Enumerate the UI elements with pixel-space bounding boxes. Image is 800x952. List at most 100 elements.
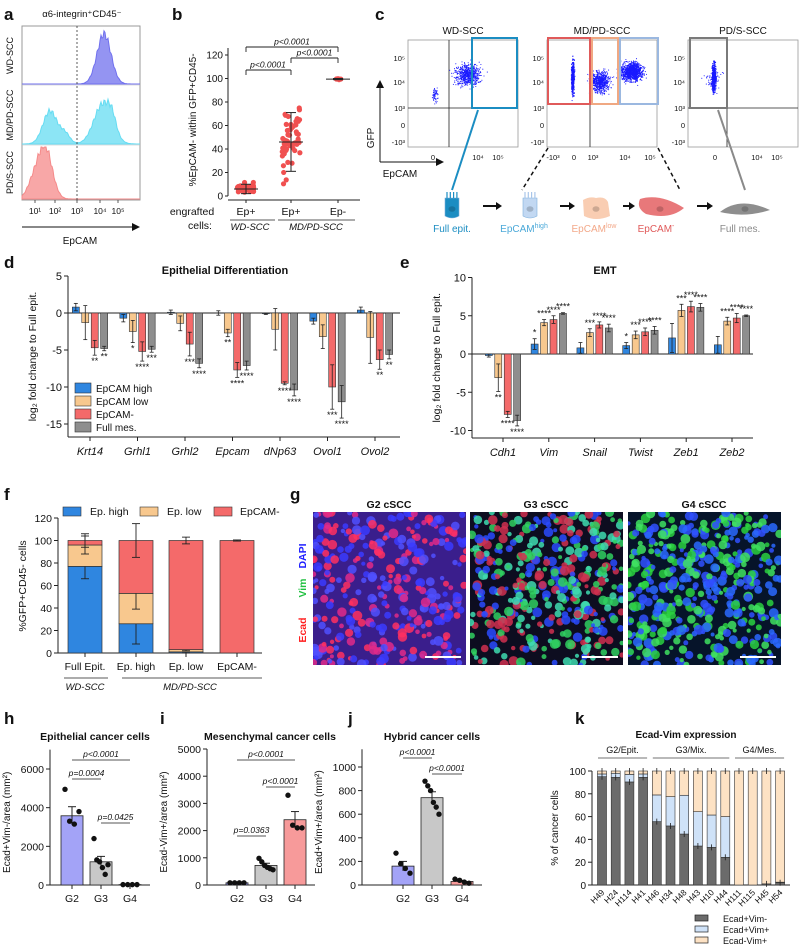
event-dot [606, 74, 608, 76]
event-dot [477, 68, 479, 70]
significance-stars: **** [684, 290, 699, 300]
stacked-bar-segment [219, 540, 255, 654]
event-dot [459, 77, 462, 79]
event-dot [612, 76, 614, 79]
event-dot [605, 85, 607, 87]
event-dot [601, 88, 603, 90]
event-dot [636, 69, 638, 71]
chart-title: EMT [593, 265, 617, 277]
event-dot [461, 67, 463, 69]
event-dot [477, 73, 479, 75]
category-label: Grhl2 [172, 446, 199, 458]
event-dot [630, 69, 632, 72]
data-point [235, 189, 241, 195]
cell-blob [397, 632, 408, 642]
cell-blob [397, 534, 407, 544]
event-dot [572, 82, 574, 84]
event-dot [632, 68, 634, 70]
cell-blob [452, 592, 463, 603]
event-dot [623, 72, 625, 74]
cell-state-label: EpCAMhigh [500, 223, 548, 235]
event-dot [710, 72, 712, 75]
event-dot [593, 74, 595, 76]
cell-blob [379, 575, 386, 582]
histogram-row-label: MD/PD-SCC [5, 89, 15, 140]
event-dot [468, 64, 470, 66]
cell-blob [329, 639, 335, 644]
event-dot [477, 71, 479, 73]
event-dot [639, 75, 641, 78]
event-dot [601, 94, 603, 96]
event-dot [641, 76, 643, 78]
event-dot [623, 81, 625, 83]
event-dot [599, 90, 601, 92]
significance-stars: **** [278, 386, 293, 396]
event-dot [713, 74, 715, 76]
event-dot [629, 77, 631, 79]
cell-blob [474, 524, 479, 529]
cell-blob [444, 537, 450, 543]
event-dot [635, 79, 638, 81]
event-dot [716, 73, 718, 75]
flow-plot-frame [407, 39, 519, 148]
event-dot [639, 69, 641, 71]
gate-epcam-low [591, 37, 619, 105]
event-dot [433, 99, 435, 102]
event-dot [475, 75, 477, 77]
bar [549, 319, 558, 355]
event-dot [715, 75, 717, 77]
event-dot [597, 90, 599, 92]
event-dot [594, 89, 596, 91]
flow-plot-frame [687, 39, 799, 148]
event-dot [628, 60, 630, 62]
significance-stars: **** [287, 397, 302, 407]
event-dot [706, 77, 708, 79]
event-dot [603, 88, 605, 90]
event-dot [631, 77, 633, 79]
y-tick-label: -10 [450, 426, 466, 438]
y-tick-label: -10³ [672, 138, 686, 147]
cell-state-label: EpCAM- [638, 223, 675, 235]
data-point [297, 150, 303, 156]
event-dot [714, 72, 716, 75]
event-dot [597, 83, 599, 85]
event-dot [629, 66, 632, 68]
cell-blob [589, 550, 598, 559]
event-dot [625, 78, 628, 80]
cell-blob [313, 597, 319, 605]
bar [696, 307, 705, 355]
event-dot [709, 83, 711, 85]
event-dot [610, 80, 612, 82]
event-dot [608, 93, 610, 95]
event-dot [640, 79, 642, 81]
bar [687, 306, 695, 355]
event-dot [474, 70, 476, 72]
event-dot [629, 72, 631, 75]
event-dot [627, 71, 629, 73]
event-dot [612, 84, 614, 86]
significance-stars: **** [739, 304, 754, 314]
cell-blob [386, 564, 395, 574]
event-dot [463, 74, 465, 76]
event-dot [598, 72, 601, 74]
event-dot [633, 61, 635, 63]
cell-blob [347, 564, 357, 574]
event-dot [610, 82, 612, 84]
event-dot [715, 65, 717, 67]
cell-blob [491, 602, 499, 610]
event-dot [462, 68, 464, 70]
event-dot [599, 77, 601, 79]
event-dot [621, 66, 623, 68]
event-dot [715, 82, 717, 84]
event-dot [600, 85, 602, 88]
event-dot [640, 70, 642, 72]
event-dot [572, 64, 574, 66]
event-dot [599, 73, 601, 76]
cell-4-icon [720, 203, 770, 215]
cell-blob [313, 579, 316, 584]
group-label: MD/PD-SCC [289, 222, 343, 233]
event-dot [573, 92, 575, 94]
event-dot [596, 80, 598, 82]
group-label: WD-SCC [230, 222, 269, 233]
